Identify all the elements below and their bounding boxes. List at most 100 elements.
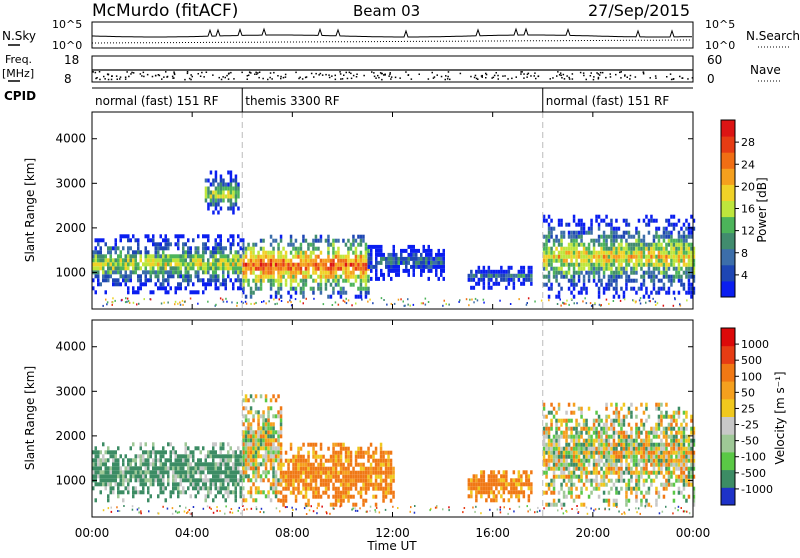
range-gate-cell bbox=[628, 243, 631, 247]
range-gate-cell bbox=[287, 263, 290, 267]
range-gate-cell bbox=[568, 403, 571, 407]
range-gate-cell bbox=[495, 278, 498, 282]
range-gate-cell bbox=[613, 255, 616, 259]
range-gate-cell bbox=[240, 458, 243, 462]
nave-point bbox=[318, 74, 320, 76]
range-gate-cell bbox=[127, 486, 130, 490]
range-gate-cell bbox=[618, 475, 621, 479]
nave-point bbox=[491, 77, 493, 79]
range-gate-cell bbox=[162, 258, 165, 262]
range-gate-cell bbox=[182, 258, 185, 262]
range-gate-cell bbox=[272, 259, 275, 263]
nave-point bbox=[600, 72, 602, 74]
range-gate-cell bbox=[175, 486, 178, 490]
range-gate-cell bbox=[112, 478, 115, 482]
range-gate-cell bbox=[122, 266, 125, 270]
range-gate-cell bbox=[252, 470, 255, 474]
range-gate-cell bbox=[630, 435, 633, 439]
range-gate-cell bbox=[145, 234, 148, 238]
range-gate-cell bbox=[595, 239, 598, 243]
range-gate-cell bbox=[650, 451, 653, 455]
range-gate-cell bbox=[275, 438, 278, 442]
range-gate-cell bbox=[590, 491, 593, 495]
range-gate-cell bbox=[360, 287, 363, 291]
range-gate-cell bbox=[285, 267, 288, 271]
range-gate-cell bbox=[520, 274, 523, 278]
range-gate-cell bbox=[690, 263, 693, 267]
range-gate-cell bbox=[197, 266, 200, 270]
range-gate-cell bbox=[162, 246, 165, 250]
nave-point bbox=[523, 77, 525, 79]
range-gate-cell bbox=[132, 290, 135, 294]
range-gate-cell bbox=[145, 474, 148, 478]
range-gate-cell bbox=[257, 462, 260, 466]
range-gate-cell bbox=[127, 470, 130, 474]
scatter-cell bbox=[425, 298, 427, 300]
range-gate-cell bbox=[215, 258, 218, 262]
range-gate-cell bbox=[347, 267, 350, 271]
range-gate-cell bbox=[690, 267, 693, 271]
range-gate-cell bbox=[670, 231, 673, 235]
range-gate-cell bbox=[555, 275, 558, 279]
range-gate-cell bbox=[490, 490, 493, 494]
range-gate-cell bbox=[352, 259, 355, 263]
range-gate-cell bbox=[555, 247, 558, 251]
range-gate-cell bbox=[560, 287, 563, 291]
range-gate-cell bbox=[237, 258, 240, 262]
y-tick-label: 2000 bbox=[55, 221, 86, 235]
range-gate-cell bbox=[640, 423, 643, 427]
range-gate-cell bbox=[95, 458, 98, 462]
range-gate-cell bbox=[355, 263, 358, 267]
range-gate-cell bbox=[383, 253, 386, 257]
range-gate-cell bbox=[337, 471, 340, 475]
range-gate-cell bbox=[640, 275, 643, 279]
range-gate-cell bbox=[220, 282, 223, 286]
range-gate-cell bbox=[665, 455, 668, 459]
range-gate-cell bbox=[645, 451, 648, 455]
range-gate-cell bbox=[262, 430, 265, 434]
range-gate-cell bbox=[610, 455, 613, 459]
range-gate-cell bbox=[297, 459, 300, 463]
range-gate-cell bbox=[210, 171, 213, 175]
range-gate-cell bbox=[337, 251, 340, 255]
range-gate-cell bbox=[275, 279, 278, 283]
freq-left-unit: [MHz] bbox=[2, 67, 34, 80]
range-gate-cell bbox=[428, 257, 431, 261]
range-gate-cell bbox=[215, 442, 218, 446]
range-gate-cell bbox=[157, 266, 160, 270]
range-gate-cell bbox=[320, 271, 323, 275]
range-gate-cell bbox=[372, 467, 375, 471]
range-gate-cell bbox=[605, 215, 608, 219]
range-gate-cell bbox=[558, 451, 561, 455]
range-gate-cell bbox=[643, 423, 646, 427]
range-gate-cell bbox=[195, 470, 198, 474]
range-gate-cell bbox=[387, 467, 390, 471]
range-gate-cell bbox=[385, 471, 388, 475]
range-gate-cell bbox=[360, 263, 363, 267]
nave-point bbox=[371, 71, 373, 73]
nave-point bbox=[593, 79, 595, 81]
range-gate-cell bbox=[618, 247, 621, 251]
range-gate-cell bbox=[670, 431, 673, 435]
range-gate-cell bbox=[125, 454, 128, 458]
range-gate-cell bbox=[530, 278, 533, 282]
range-gate-cell bbox=[335, 487, 338, 491]
range-gate-cell bbox=[167, 466, 170, 470]
range-gate-cell bbox=[185, 250, 188, 254]
range-gate-cell bbox=[503, 482, 506, 486]
range-gate-cell bbox=[685, 275, 688, 279]
range-gate-cell bbox=[245, 498, 248, 502]
range-gate-cell bbox=[663, 231, 666, 235]
range-gate-cell bbox=[565, 447, 568, 451]
range-gate-cell bbox=[355, 251, 358, 255]
scatter-cell bbox=[574, 302, 576, 304]
range-gate-cell bbox=[227, 478, 230, 482]
range-gate-cell bbox=[367, 475, 370, 479]
range-gate-cell bbox=[260, 267, 263, 271]
range-gate-cell bbox=[600, 483, 603, 487]
range-gate-cell bbox=[287, 267, 290, 271]
range-gate-cell bbox=[232, 450, 235, 454]
range-gate-cell bbox=[270, 406, 273, 410]
range-gate-cell bbox=[252, 263, 255, 267]
